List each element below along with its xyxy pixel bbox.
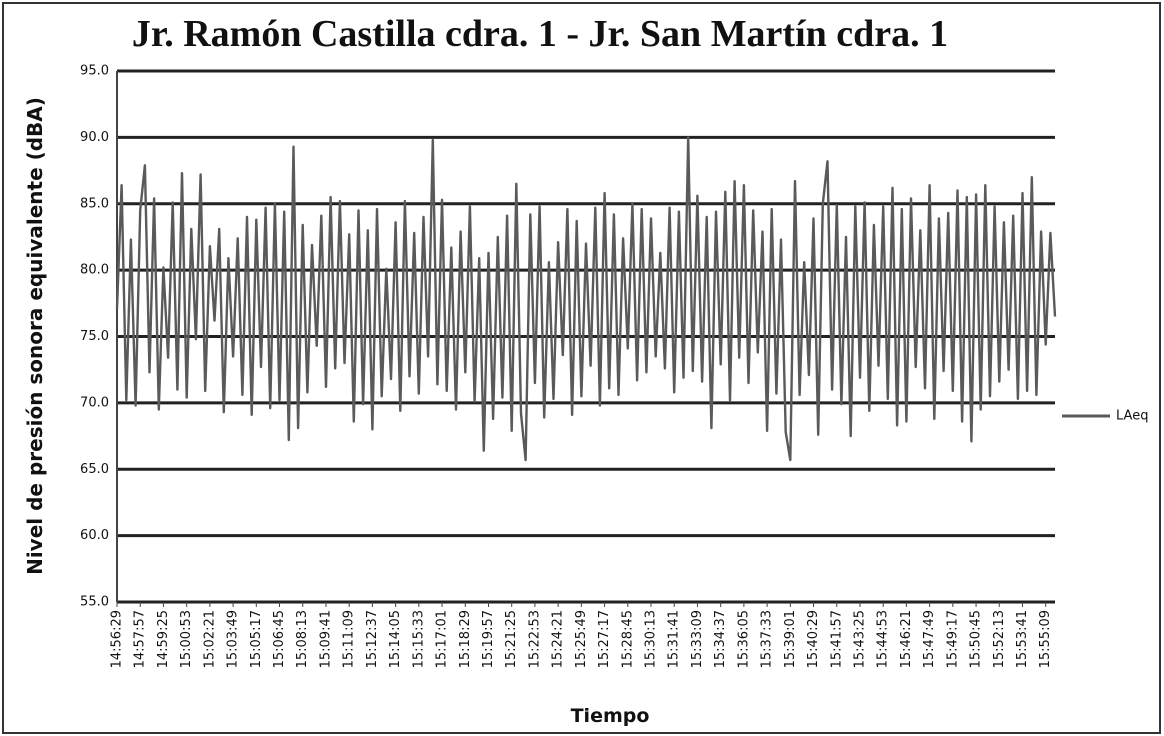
y-tick-label: 90.0 <box>80 130 109 145</box>
x-tick-label: 14:56:29 <box>110 610 125 668</box>
x-tick-label: 15:02:21 <box>202 610 217 668</box>
x-tick-label: 15:22:53 <box>527 610 542 668</box>
x-tick-label: 15:06:45 <box>272 610 287 668</box>
x-tick-label: 15:12:37 <box>365 610 380 668</box>
x-tick-label: 14:57:57 <box>133 610 148 668</box>
x-tick-label: 15:50:45 <box>969 610 984 668</box>
x-tick-label: 15:44:53 <box>876 610 891 668</box>
x-tick-label: 15:43:25 <box>852 610 867 668</box>
x-tick-label: 15:05:17 <box>249 610 264 668</box>
x-tick-label: 15:49:17 <box>945 610 960 668</box>
x-tick-label: 15:55:09 <box>1038 610 1053 668</box>
x-tick-label: 15:39:01 <box>783 610 798 668</box>
x-tick-label: 15:19:57 <box>481 610 496 668</box>
y-axis-label: Nivel de presión sonora equivalente (dBA… <box>23 97 47 575</box>
x-tick-label: 15:31:41 <box>667 610 682 668</box>
y-tick-label: 80.0 <box>80 263 109 278</box>
chart-title: Jr. Ramón Castilla cdra. 1 - Jr. San Mar… <box>132 13 948 55</box>
x-tick-label: 15:40:29 <box>806 610 821 668</box>
x-tick-label: 14:59:25 <box>156 610 171 668</box>
x-tick-label: 15:37:33 <box>760 610 775 668</box>
x-tick-label: 15:52:13 <box>992 610 1007 668</box>
y-tick-label: 60.0 <box>80 528 109 543</box>
x-tick-label: 15:41:57 <box>829 610 844 668</box>
data-line <box>115 136 1057 462</box>
y-tick-label: 95.0 <box>80 64 109 79</box>
x-tick-label: 15:15:33 <box>411 610 426 668</box>
x-tick-label: 15:00:53 <box>179 610 194 668</box>
y-tick-label: 85.0 <box>80 196 109 211</box>
y-tick-label: 75.0 <box>80 329 109 344</box>
x-tick-label: 15:03:49 <box>226 610 241 668</box>
y-tick-label: 65.0 <box>80 462 109 477</box>
x-tick-label: 15:17:01 <box>435 610 450 668</box>
x-tick-label: 15:33:09 <box>690 610 705 668</box>
x-tick-label: 15:24:21 <box>551 610 566 668</box>
x-tick-label: 15:36:05 <box>736 610 751 668</box>
x-tick-label: 15:18:29 <box>458 610 473 668</box>
x-tick-label: 15:14:05 <box>388 610 403 668</box>
x-tick-label: 15:34:37 <box>713 610 728 668</box>
x-tick-label: 15:21:25 <box>504 610 519 668</box>
x-tick-label: 15:47:49 <box>922 610 937 668</box>
x-tick-label: 15:11:09 <box>342 610 357 668</box>
x-axis-label: Tiempo <box>571 705 650 727</box>
y-tick-label: 55.0 <box>80 595 109 610</box>
x-tick-label: 15:27:17 <box>597 610 612 668</box>
x-tick-label: 15:28:45 <box>620 610 635 668</box>
x-tick-label: 15:53:41 <box>1015 610 1030 668</box>
y-tick-label: 70.0 <box>80 395 109 410</box>
x-tick-label: 15:46:21 <box>899 610 914 668</box>
legend-label: LAeq <box>1116 409 1148 424</box>
x-tick-label: 15:25:49 <box>574 610 589 668</box>
x-tick-label: 15:08:13 <box>295 610 310 668</box>
x-tick-label: 15:09:41 <box>318 610 333 668</box>
x-tick-label: 15:30:13 <box>644 610 659 668</box>
